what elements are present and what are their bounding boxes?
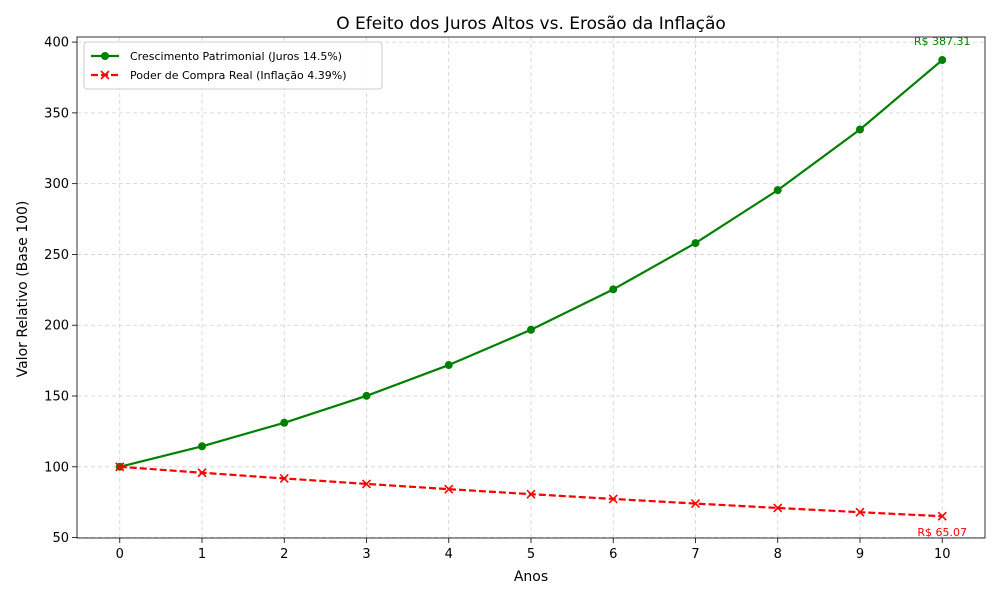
y-tick-label: 400 (44, 36, 69, 51)
plot-frame (76, 36, 986, 539)
legend: Crescimento Patrimonial (Juros 14.5%) Po… (83, 41, 383, 90)
data-point (444, 361, 453, 370)
data-point (773, 503, 783, 513)
data-point (115, 462, 125, 472)
data-point (691, 239, 700, 248)
x-tick-label: 1 (198, 547, 206, 562)
legend-label-growth: Crescimento Patrimonial (Juros 14.5%) (130, 50, 342, 63)
x-tick-label: 7 (691, 547, 699, 562)
series-layer (115, 56, 947, 521)
x-tick-label: 10 (934, 547, 951, 562)
data-point (527, 325, 535, 334)
data-point (197, 468, 207, 478)
y-tick-label: 150 (44, 390, 69, 405)
data-point (526, 489, 536, 499)
data-point (280, 418, 289, 427)
y-tick-label: 200 (44, 319, 69, 334)
data-point (608, 494, 618, 504)
annotation-label: R$ 65.07 (917, 526, 967, 539)
x-axis-label: Anos (514, 569, 548, 585)
data-point (609, 285, 618, 294)
data-point (773, 186, 782, 195)
chart-title: O Efeito dos Juros Altos vs. Erosão da I… (336, 14, 726, 34)
data-point (279, 473, 289, 484)
y-tick-label: 100 (44, 460, 69, 475)
data-point (444, 484, 454, 494)
y-tick-label: 300 (44, 177, 69, 192)
data-point (937, 511, 947, 521)
y-tick-label: 50 (52, 531, 69, 546)
legend-marker-purchasing-power (100, 70, 110, 80)
data-point (938, 56, 947, 65)
legend-label-purchasing-power: Poder de Compra Real (Inflação 4.39%) (130, 69, 347, 82)
annotation-layer: R$ 387.31 R$ 65.07 (914, 35, 971, 539)
data-point (198, 442, 207, 451)
x-tick-label: 4 (445, 547, 453, 562)
data-point (855, 507, 865, 517)
data-point (362, 391, 371, 400)
x-tick-label: 5 (527, 547, 535, 562)
y-tick-label: 350 (44, 106, 69, 121)
y-axis-label: Valor Relativo (Base 100) (15, 201, 31, 378)
axes: 0 1 2 3 4 5 6 7 8 9 10 50 100 150 200 250 300 350 400 (44, 36, 986, 562)
legend-box (83, 41, 383, 90)
data-point (690, 498, 701, 509)
legend-marker-growth (101, 52, 109, 60)
y-tick-label: 250 (44, 248, 69, 263)
grid (77, 37, 985, 538)
data-point (361, 479, 372, 489)
x-tick-label: 8 (774, 547, 782, 562)
x-tick-label: 2 (280, 547, 288, 562)
annotation-label: R$ 387.31 (914, 35, 971, 48)
x-tick-label: 9 (856, 547, 864, 562)
data-point (855, 125, 864, 134)
x-tick-label: 3 (362, 547, 370, 562)
x-tick-label: 0 (116, 547, 124, 562)
x-tick-label: 6 (609, 547, 617, 562)
